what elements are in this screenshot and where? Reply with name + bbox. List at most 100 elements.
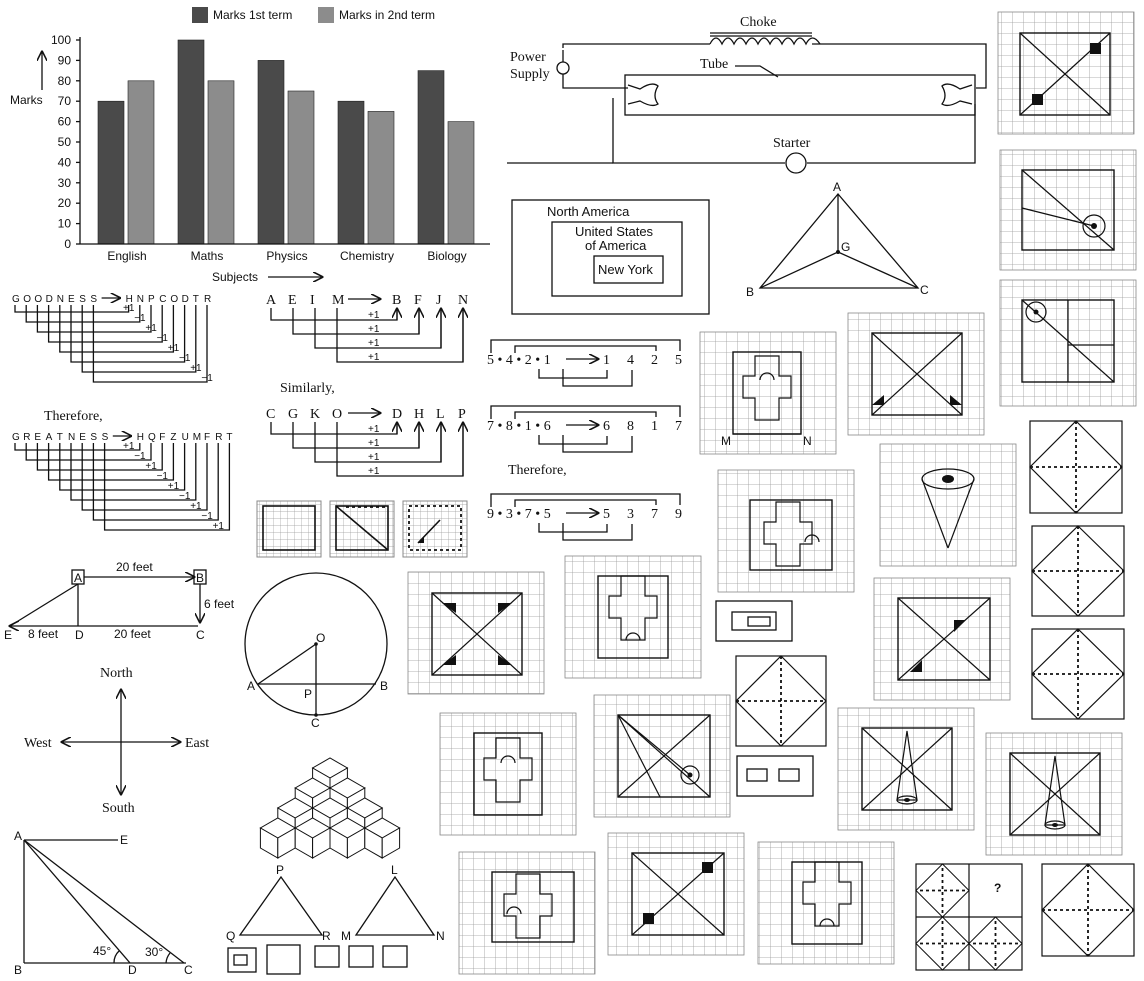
point-a-label: A — [74, 571, 82, 585]
chord-a-label: A — [247, 679, 255, 693]
triangle-centroid: A B C G — [746, 180, 929, 299]
centroid-point — [836, 250, 840, 254]
point-c-label: C — [196, 628, 205, 642]
goodness-connector — [47, 305, 163, 343]
number-sequences: 5 • 4 • 2 • 1 1 4 2 5 7 • 8 • 1 • 6 6 8 1 7 9 • 3 … — [487, 339, 682, 541]
grid-fig-8-tri-2 — [498, 603, 512, 613]
greatness-connector — [103, 443, 231, 531]
paper-fold-figures — [735, 420, 1135, 971]
bar-maths-s2 — [207, 80, 235, 245]
grid-fig-14-square — [1009, 752, 1101, 836]
grid-fig-5-tri-2 — [950, 395, 962, 405]
goodness-step: +1 — [190, 363, 202, 374]
bar-chemistry-s2 — [367, 111, 395, 245]
grid-fig-2-line-1 — [1021, 169, 1115, 251]
triangle-m-label: M — [341, 929, 351, 943]
grid-fig-11-plus — [483, 737, 533, 803]
rect-figure-2-left — [746, 768, 768, 782]
grid-fig-2-line-2 — [1021, 207, 1095, 227]
small-grid-2-square — [335, 505, 389, 551]
fold-q3-diamond — [915, 916, 970, 971]
grid-fig-10-tri-2 — [954, 620, 966, 632]
goodness-target: N — [137, 294, 144, 305]
venn-inner-label: New York — [598, 262, 653, 277]
angle-arc-30 — [165, 952, 171, 964]
code2-step: +1 — [368, 338, 380, 349]
code2-target: J — [436, 293, 442, 308]
bar-physics-s1 — [257, 60, 285, 245]
greatness-step: +1 — [190, 501, 202, 512]
venn-middle-label-2: of America — [585, 238, 647, 253]
numseq-bracket-low1 — [538, 435, 608, 445]
bar-chemistry-s1 — [337, 100, 365, 245]
south-label: South — [102, 801, 135, 816]
grid-fig-11-square — [473, 732, 543, 816]
grid-fig-13-diag2 — [861, 727, 953, 811]
rect-figure-2-right — [778, 768, 800, 782]
distance-diagram: A B 20 feet 6 feet 8 feet 20 feet E D C — [4, 560, 235, 642]
point-c-label-circle: C — [311, 716, 320, 730]
power-supply-symbol — [556, 61, 570, 75]
starter-label: Starter — [773, 136, 811, 151]
y-tick-label: 30 — [58, 176, 72, 190]
grid-fig-5-tri-1 — [872, 395, 884, 405]
x-tick-label: Chemistry — [340, 249, 394, 263]
greatness-target: R — [215, 432, 222, 443]
x-tick-label: English — [107, 249, 146, 263]
path-e-to-a — [9, 583, 79, 627]
rectangle-figures — [715, 600, 814, 797]
y-tick-label: 0 — [64, 237, 71, 251]
vertex-c-label: C — [920, 283, 929, 297]
radius-oa — [257, 643, 317, 685]
center-label: O — [316, 631, 325, 645]
fold-4-diamond — [735, 655, 827, 747]
goodness-letter: S — [79, 294, 86, 305]
grid-fig-12-line-2 — [617, 714, 691, 776]
numseq-bracket-inner — [514, 345, 657, 353]
greatness-target: H — [137, 432, 144, 443]
venn-boxes: North America United States of America N… — [511, 199, 710, 315]
sight-line-ad — [23, 839, 131, 964]
grid-fig-12-square — [617, 714, 711, 798]
numseq-right: 7 — [651, 507, 658, 522]
numseq-bracket-outer — [490, 339, 681, 353]
power-label: Power — [510, 50, 546, 65]
code2-target: L — [436, 407, 445, 422]
code2-letter: K — [310, 407, 320, 422]
grid-figure-set — [407, 11, 1137, 975]
fold-q4-diamond — [968, 916, 1023, 971]
grid-fig-13-dot — [904, 798, 910, 802]
small-grid-3-diagonal — [417, 519, 441, 544]
east-label: East — [185, 736, 209, 751]
code2-letter: O — [332, 407, 342, 422]
y-tick-label: 60 — [58, 115, 72, 129]
greatness-letter: S — [102, 432, 109, 443]
grid-fig-11 — [439, 712, 577, 836]
greatness-letter: N — [68, 432, 75, 443]
grid-fig-12-line-3 — [617, 714, 661, 798]
grid-fig-14-diag2 — [1009, 752, 1101, 836]
small-grid-1-square — [262, 505, 316, 551]
west-label: West — [24, 736, 52, 751]
greatness-connector — [70, 443, 197, 501]
grid-fig-1-square — [1019, 32, 1111, 116]
choke-label: Choke — [740, 15, 777, 30]
greatness-step: +1 — [123, 441, 135, 452]
code2-step: +1 — [368, 438, 380, 449]
grid-fig-5-diag2 — [871, 332, 963, 416]
goodness-letter: N — [57, 294, 64, 305]
answer-box-2 — [266, 944, 301, 975]
circuit-left-wire — [562, 74, 628, 89]
bar-english-s1 — [97, 100, 125, 245]
numseq-bracket-low1 — [538, 369, 608, 379]
small-grid-3-marker — [418, 537, 424, 543]
point-b-height-label: B — [14, 963, 22, 977]
venn-outer-label: North America — [547, 204, 630, 219]
triangle-medians — [759, 194, 919, 289]
tube-light-circuit: Choke Power Supply Tube Starter — [507, 15, 987, 174]
small-grid-2-diagonal — [335, 505, 389, 551]
grid-fig-cone-side-2 — [947, 478, 975, 549]
small-grid-3 — [402, 500, 468, 558]
grid-fig-14-base — [1044, 820, 1066, 830]
code2-target: F — [414, 293, 422, 308]
